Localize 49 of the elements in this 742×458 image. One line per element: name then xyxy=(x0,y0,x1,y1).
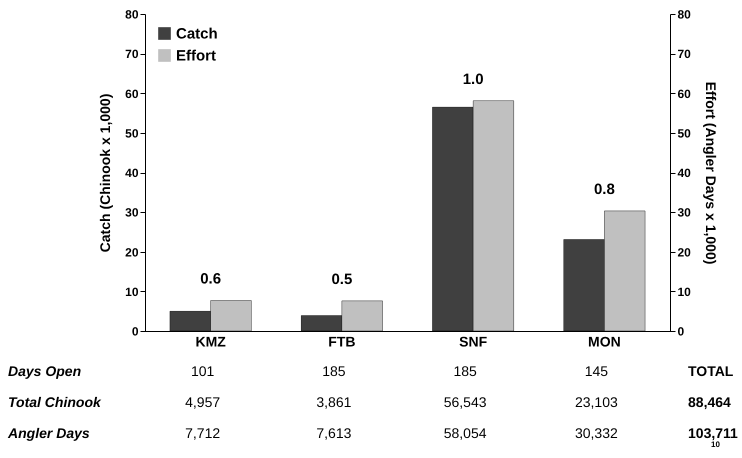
text: TOTAL xyxy=(688,363,734,379)
y2-tick-label: 50 xyxy=(678,126,692,140)
y-axis-title: Catch (Chinook x 1,000) xyxy=(97,94,114,252)
x-tick-label: MON xyxy=(588,334,621,350)
text: 88,464 xyxy=(688,394,732,410)
y2-tick-label: 20 xyxy=(678,245,692,260)
y2-axis-title: Effort (Angler Days x 1,000) xyxy=(702,82,719,264)
y-tick-label: 0 xyxy=(132,324,139,338)
text: Days Open xyxy=(8,363,82,379)
y2-tick-label: 30 xyxy=(678,206,692,220)
x-tick-label: FTB xyxy=(328,334,356,350)
text: 145 xyxy=(584,363,608,379)
y-tick-label: 80 xyxy=(125,8,139,22)
text: 103,711 xyxy=(688,425,738,441)
y-tick-label: 10 xyxy=(125,284,139,299)
annotation: 1.0 xyxy=(462,70,484,88)
y-tick-label: 50 xyxy=(125,126,139,140)
text: 30,332 xyxy=(574,425,618,441)
y2-tick-label: 0 xyxy=(678,324,684,338)
annotation: 0.6 xyxy=(200,270,222,288)
annotation: 0.5 xyxy=(331,270,352,288)
text: 56,543 xyxy=(444,394,487,410)
text: 58,054 xyxy=(444,425,487,441)
y2-tick-label: 80 xyxy=(678,8,692,22)
text: 185 xyxy=(453,363,478,379)
legend-label: Effort xyxy=(176,48,216,64)
x-tick-label: KMZ xyxy=(195,334,226,350)
text: 10 xyxy=(711,440,720,449)
text: Total Chinook xyxy=(8,394,102,410)
y-tick-label: 60 xyxy=(125,86,139,101)
y2-tick-label: 70 xyxy=(678,47,692,62)
y-tick-label: 30 xyxy=(125,206,139,220)
annotation: 0.8 xyxy=(594,180,615,198)
text: 7,613 xyxy=(316,425,352,441)
x-tick-label: SNF xyxy=(459,334,488,350)
text: 7,712 xyxy=(185,425,220,441)
y2-tick-label: 60 xyxy=(678,86,692,101)
y-tick-label: 20 xyxy=(125,245,139,260)
y-tick-label: 70 xyxy=(125,47,139,62)
text: 185 xyxy=(322,363,346,379)
text: 4,957 xyxy=(185,394,220,410)
text: 23,103 xyxy=(574,394,618,410)
y2-tick-label: 10 xyxy=(678,284,692,299)
y2-tick-label: 40 xyxy=(678,166,692,180)
y-tick-label: 40 xyxy=(125,166,139,180)
text: 101 xyxy=(190,363,215,379)
legend-label: Catch xyxy=(176,26,218,42)
text: 3,861 xyxy=(316,394,352,410)
text: Angler Days xyxy=(7,425,90,441)
